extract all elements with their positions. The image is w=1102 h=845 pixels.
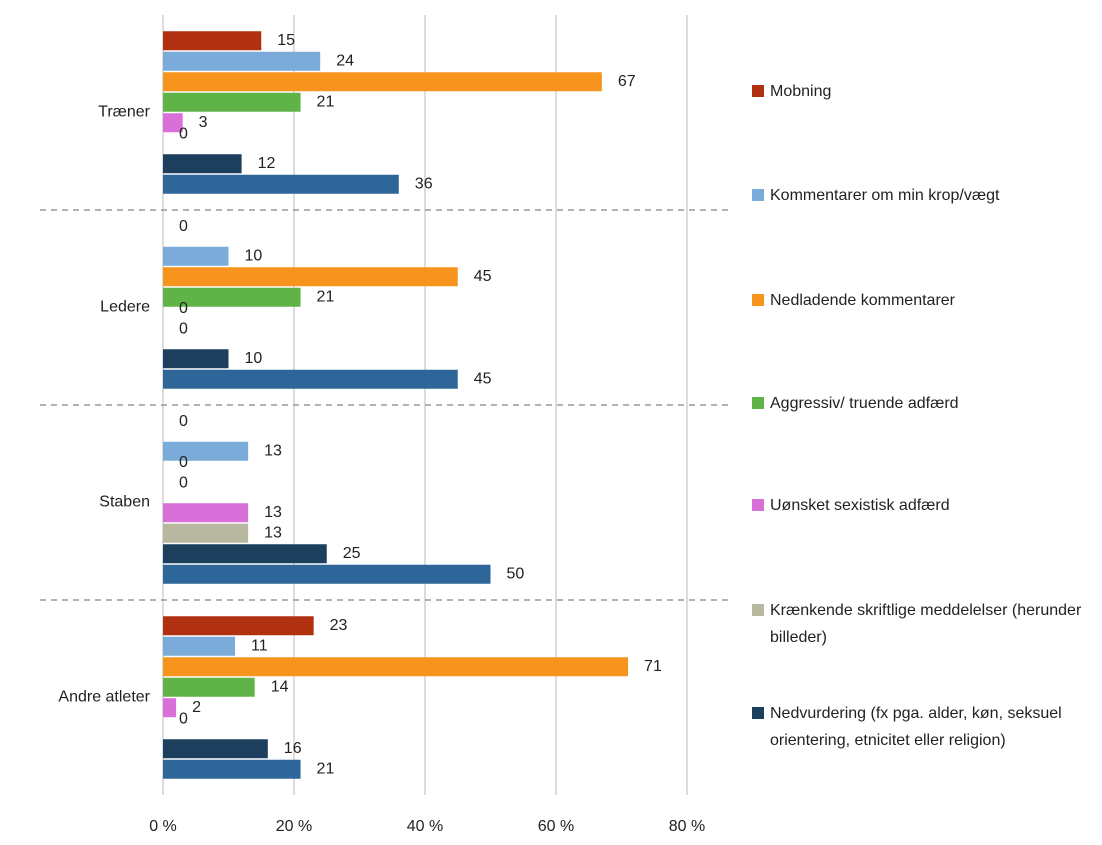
data-label: 45 bbox=[474, 268, 492, 285]
bar bbox=[163, 677, 255, 697]
data-label: 11 bbox=[251, 637, 268, 654]
legend-label: Nedvurdering (fx pga. alder, køn, seksue… bbox=[770, 705, 1062, 749]
legend-item: Kommentarer om min krop/vægt bbox=[752, 182, 1097, 209]
legend-item: Aggressiv/ truende adfærd bbox=[752, 390, 1097, 417]
data-label: 50 bbox=[507, 565, 525, 582]
legend-label: Kommentarer om min krop/vægt bbox=[770, 187, 1000, 204]
x-tick-label: 80 % bbox=[669, 818, 705, 835]
data-label: 0 bbox=[179, 474, 188, 491]
legend-item: Uønsket sexistisk adfærd bbox=[752, 492, 1097, 519]
bar bbox=[163, 51, 321, 71]
category-label: Staben bbox=[99, 494, 150, 511]
bar bbox=[163, 31, 262, 51]
bar bbox=[163, 72, 602, 92]
x-tick-label: 20 % bbox=[276, 818, 312, 835]
data-label: 10 bbox=[245, 350, 263, 367]
legend-label: Uønsket sexistisk adfærd bbox=[770, 497, 950, 514]
data-label: 21 bbox=[317, 760, 335, 777]
data-label: 14 bbox=[271, 678, 289, 695]
bar bbox=[163, 759, 301, 779]
x-tick-label: 40 % bbox=[407, 818, 443, 835]
bar bbox=[163, 369, 458, 389]
legend-swatch bbox=[752, 707, 764, 719]
data-label: 15 bbox=[277, 32, 295, 49]
bar bbox=[163, 174, 399, 194]
data-label: 36 bbox=[415, 175, 433, 192]
data-label: 0 bbox=[179, 300, 188, 317]
legend-swatch bbox=[752, 85, 764, 97]
data-label: 45 bbox=[474, 370, 492, 387]
data-label: 25 bbox=[343, 545, 361, 562]
bar bbox=[163, 441, 249, 461]
category-label: Andre atleter bbox=[58, 689, 150, 706]
data-label: 71 bbox=[644, 658, 662, 675]
data-label: 3 bbox=[199, 114, 208, 131]
x-tick-label: 60 % bbox=[538, 818, 574, 835]
legend-swatch bbox=[752, 604, 764, 616]
bar bbox=[163, 564, 491, 584]
data-label: 0 bbox=[179, 413, 188, 430]
legend-swatch bbox=[752, 499, 764, 511]
legend-item: Mobning bbox=[752, 78, 1097, 105]
legend-label: Krænkende skriftlige meddelelser (herund… bbox=[770, 602, 1082, 646]
legend-item: Nedladende kommentarer bbox=[752, 287, 1097, 314]
legend-item: Nedvurdering (fx pga. alder, køn, seksue… bbox=[752, 700, 1097, 754]
data-label: 0 bbox=[179, 218, 188, 235]
bar bbox=[163, 287, 301, 307]
bar bbox=[163, 657, 629, 677]
x-tick-label: 0 % bbox=[149, 818, 177, 835]
bar bbox=[163, 503, 249, 523]
data-label: 21 bbox=[317, 93, 335, 110]
data-label: 13 bbox=[264, 524, 282, 541]
bar bbox=[163, 113, 183, 133]
category-label: Træner bbox=[98, 104, 151, 121]
data-label: 24 bbox=[336, 52, 354, 69]
bar bbox=[163, 544, 327, 564]
bar bbox=[163, 154, 242, 174]
bar bbox=[163, 523, 249, 543]
legend-label: Mobning bbox=[770, 83, 832, 100]
bar bbox=[163, 349, 229, 369]
data-label: 21 bbox=[317, 288, 335, 305]
bar bbox=[163, 636, 236, 656]
data-label: 0 bbox=[179, 125, 188, 142]
legend-swatch bbox=[752, 397, 764, 409]
bar bbox=[163, 246, 229, 266]
data-label: 12 bbox=[258, 155, 276, 172]
data-label: 0 bbox=[179, 454, 188, 471]
data-label: 13 bbox=[264, 504, 282, 521]
bar bbox=[163, 92, 301, 112]
bar bbox=[163, 616, 314, 636]
data-label: 23 bbox=[330, 617, 348, 634]
data-label: 2 bbox=[192, 699, 201, 716]
legend-swatch bbox=[752, 189, 764, 201]
legend-item: Krænkende skriftlige meddelelser (herund… bbox=[752, 597, 1097, 651]
data-label: 0 bbox=[179, 320, 188, 337]
bar bbox=[163, 698, 177, 718]
data-label: 67 bbox=[618, 73, 636, 90]
legend-label: Nedladende kommentarer bbox=[770, 292, 955, 309]
legend-label: Aggressiv/ truende adfærd bbox=[770, 395, 959, 412]
bar bbox=[163, 739, 268, 759]
bar bbox=[163, 267, 458, 287]
category-label: Ledere bbox=[100, 299, 150, 316]
data-label: 16 bbox=[284, 740, 302, 757]
data-label: 10 bbox=[245, 247, 263, 264]
data-label: 13 bbox=[264, 442, 282, 459]
legend-swatch bbox=[752, 294, 764, 306]
data-label: 0 bbox=[179, 710, 188, 727]
